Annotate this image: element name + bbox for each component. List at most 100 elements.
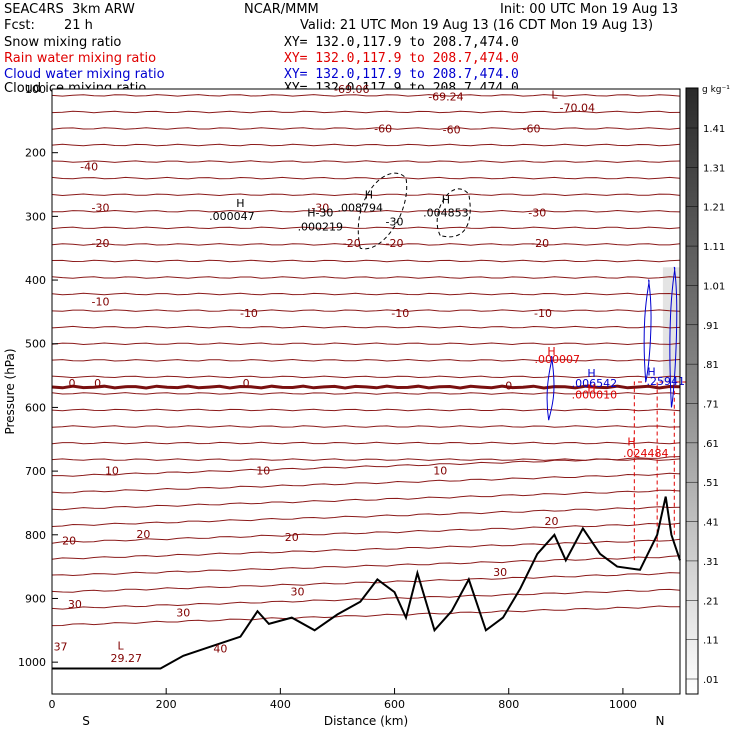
colorbar-label: 1.31 [703,163,725,174]
contour-label: 0 [68,377,75,390]
contour-label: -70.04 [560,101,595,114]
y-tick-label: 1000 [18,656,46,669]
cloud-water-contour [546,355,555,421]
contour-label: L [551,89,558,102]
init-time: Init: 00 UTC Mon 19 Aug 13 [500,2,679,17]
isotherm-line [51,110,681,114]
x-tick-label: 1000 [609,698,637,711]
contour-label: -40 [80,161,98,174]
field-snow-name: Snow mixing ratio [4,35,122,50]
contour-label: 0 [243,377,250,390]
isotherm-line [51,472,681,494]
contour-label: 20 [136,528,150,541]
contour-label: -20 [531,237,549,250]
colorbar-label: 1.41 [703,124,725,135]
contour-label: 37 [54,641,68,654]
isotherm-line [51,243,681,246]
x-tick-label: 200 [156,698,177,711]
maximum-label: .25941 [646,375,685,388]
maximum-label: .000007 [535,353,581,366]
colorbar-label: .51 [703,478,719,489]
contour-label: -60 [374,122,392,135]
field-rain-xy: XY= 132.0,117.9 to 208.7,474.0 [284,51,519,66]
isotherm-line [51,160,681,163]
contour-label: 30 [493,566,507,579]
colorbar-label: 1.11 [703,242,725,253]
maximum-label: .004853 [423,206,469,219]
maximum-label: H [547,345,555,358]
isotherm-line [51,441,681,445]
freezing-level-line [51,384,681,390]
contour-label: -20 [92,237,110,250]
colorbar-unit: g kg⁻¹ [702,85,730,95]
maximum-label: .024484 [623,447,669,460]
contour-label: 30 [68,598,82,611]
forecast-hour: 21 h [64,18,93,33]
isotherm-line [52,456,681,477]
contour-label: H-30 [307,206,333,219]
contour-label: -30 [311,201,329,214]
isotherm-line [51,522,681,544]
field-cloud-water-name: Cloud water mixing ratio [4,67,165,82]
contour-label: 0 [505,380,512,393]
contour-label: -20 [343,237,361,250]
colorbar-label: .11 [703,636,719,647]
isotherm-line [51,425,681,428]
maximum-label: H [587,367,595,380]
plot-frame [51,88,681,695]
isotherm-line [51,143,681,147]
colorbar-scale [685,87,699,695]
temperature-contours [51,94,681,627]
south-endpoint-label: S [82,714,90,728]
isotherm-line [51,358,681,362]
rain-water-contour [633,381,646,561]
isotherm-line [51,309,681,312]
isotherm-line [51,489,681,511]
contour-label: -30 [528,206,546,219]
field-cloud-water-xy: XY= 132.0,117.9 to 208.7,474.0 [284,67,519,82]
isotherm-line [51,276,681,279]
contour-label: 40 [213,643,227,656]
isotherm-line [51,176,681,180]
contour-label: -10 [534,307,552,320]
maximum-label: H [365,189,373,202]
isotherm-line [51,572,681,593]
isotherm-line [51,292,681,296]
maximum-label: H [587,382,595,395]
y-tick-label: 800 [25,529,46,542]
contour-label: -60 [443,124,461,137]
isotherm-line [51,408,681,412]
maximum-label: .000010 [572,389,618,402]
valid-time: Valid: 21 UTC Mon 19 Aug 13 (16 CDT Mon … [300,18,654,33]
y-tick-label: 100 [25,83,46,96]
maximum-label: .006542 [572,377,618,390]
maximum-label: H [442,194,450,207]
contour-label: -10 [391,307,409,320]
cloud-shading [662,267,680,382]
maximum-label: .000219 [298,220,344,233]
isotherm-line [51,342,681,346]
colorbar-label: .01 [703,675,719,686]
isotherm-line [51,605,681,627]
y-tick-label: 300 [25,210,46,223]
isotherm-line [51,375,681,379]
x-tick-label: 800 [498,698,519,711]
contour-label: 20 [62,534,76,547]
isotherm-line [51,259,681,263]
forecast-label: Fcst: [4,18,35,33]
field-rain-name: Rain water mixing ratio [4,51,157,66]
cloud-water-contour [669,266,678,408]
colorbar-label: .91 [703,321,719,332]
contour-labels: -69.06-69.24 L-70.04-60 -60 -60-40-30 -30 -30… [54,83,685,665]
terrain [52,496,681,670]
isotherm-line [51,506,681,527]
contour-label: 30 [290,585,304,598]
x-tick-label: 0 [49,698,56,711]
contour-label: L [117,639,124,652]
y-tick-label: 900 [25,592,46,605]
maximum-label: H [627,436,635,449]
maximum-label: H [236,197,244,210]
x-tick-label: 400 [270,698,291,711]
contour-label: 10 [433,464,447,477]
y-tick-label: 400 [25,274,46,287]
